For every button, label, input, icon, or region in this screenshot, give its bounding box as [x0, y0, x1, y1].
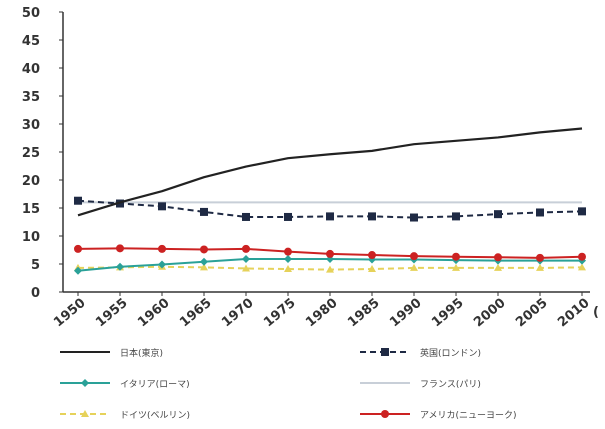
data-point: [326, 254, 334, 263]
y-tick-label: 35: [22, 90, 40, 105]
legend-swatch-marker: [81, 410, 89, 417]
legend-item: ドイツ(ベルリン): [60, 410, 190, 421]
data-point: [284, 265, 292, 273]
data-point: [536, 208, 544, 217]
data-point: [242, 244, 250, 253]
data-point: [74, 244, 82, 253]
data-point: [452, 263, 460, 271]
legend-item: アメリカ(ニューヨーク): [360, 410, 517, 421]
data-point: [74, 266, 82, 275]
series-line: [77, 127, 583, 217]
x-tick-label: 2010: [555, 296, 592, 331]
data-point: [116, 244, 124, 253]
x-tick-label: 2005: [513, 296, 550, 331]
legend-label: 日本(東京): [120, 347, 163, 359]
data-point: [368, 255, 376, 264]
y-tick-label: 40: [22, 62, 40, 77]
series-1: [74, 196, 586, 222]
x-tick-label: 1995: [429, 296, 466, 331]
y-tick-label: 25: [22, 146, 40, 161]
y-tick-label: 45: [22, 34, 40, 49]
data-point: [494, 263, 502, 271]
data-point: [158, 202, 166, 211]
x-tick-label: 1965: [177, 296, 214, 331]
x-tick-label: 1970: [219, 296, 256, 331]
data-point: [284, 254, 292, 263]
data-point: [200, 207, 208, 216]
data-point: [200, 257, 208, 266]
data-point: [536, 263, 544, 271]
data-point: [368, 251, 376, 260]
series-5: [74, 244, 586, 262]
data-point: [368, 265, 376, 273]
y-axis-ticks: 0 5 10 15 20 25 30 35 40 45 50: [22, 6, 63, 301]
x-tick-label: 2000: [471, 296, 508, 331]
series-layer: [74, 127, 586, 275]
x-tick-label: 1960: [135, 296, 172, 331]
y-tick-label: 15: [22, 202, 40, 217]
data-point: [410, 213, 418, 222]
y-tick-label: 0: [31, 286, 40, 301]
series-0: [77, 127, 583, 217]
x-tick-label: 1975: [261, 296, 298, 331]
x-tick-label: 1980: [303, 296, 340, 331]
legend-swatch-marker: [381, 348, 389, 356]
data-point: [326, 249, 334, 258]
legend-label: イタリア(ローマ): [120, 379, 190, 390]
axes: [62, 12, 590, 293]
legend-label: ドイツ(ベルリン): [120, 411, 190, 421]
y-tick-label: 20: [22, 174, 40, 189]
data-point: [326, 212, 334, 221]
data-point: [326, 265, 334, 273]
y-tick-label: 30: [22, 118, 40, 133]
legend-item: フランス(パリ): [360, 379, 481, 390]
x-axis-unit-fragment: (: [593, 305, 599, 320]
legend: 日本(東京) 英国(ロンドン) イタリア(ローマ) フランス(パリ) ドイツ(ベルリン)…: [60, 347, 517, 421]
data-point: [242, 264, 250, 272]
data-point: [410, 252, 418, 261]
data-point: [158, 260, 166, 269]
x-tick-label: 1955: [93, 296, 130, 331]
legend-swatch-marker: [81, 379, 89, 387]
legend-item: 英国(ロンドン): [360, 347, 481, 359]
data-point: [536, 253, 544, 262]
data-point: [494, 253, 502, 262]
x-tick-label: 1950: [51, 296, 88, 331]
x-axis-ticks: 1950 1955 1960 1965 1970 1975 1980 1985 1990 1995…: [51, 292, 593, 331]
data-point: [158, 244, 166, 253]
data-point: [284, 247, 292, 256]
data-point: [452, 212, 460, 221]
legend-item: イタリア(ローマ): [60, 379, 190, 390]
legend-item: 日本(東京): [60, 347, 163, 359]
data-point: [242, 212, 250, 221]
data-point: [116, 262, 124, 271]
data-point: [200, 245, 208, 254]
data-point: [74, 196, 82, 205]
x-tick-label: 1985: [345, 296, 382, 331]
data-point: [242, 254, 250, 263]
legend-swatch-marker: [381, 410, 389, 418]
legend-label: 英国(ロンドン): [420, 347, 481, 359]
data-point: [494, 210, 502, 219]
data-point: [452, 252, 460, 261]
data-point: [410, 263, 418, 271]
data-point: [368, 212, 376, 221]
y-tick-label: 50: [22, 6, 40, 21]
x-tick-label: 1990: [387, 296, 424, 331]
data-point: [284, 212, 292, 221]
data-point: [578, 263, 586, 271]
legend-label: アメリカ(ニューヨーク): [420, 410, 517, 421]
data-point: [578, 207, 586, 216]
legend-label: フランス(パリ): [420, 379, 481, 390]
y-tick-label: 10: [22, 230, 40, 245]
data-point: [578, 252, 586, 261]
data-point: [200, 263, 208, 271]
y-tick-label: 5: [31, 258, 40, 273]
